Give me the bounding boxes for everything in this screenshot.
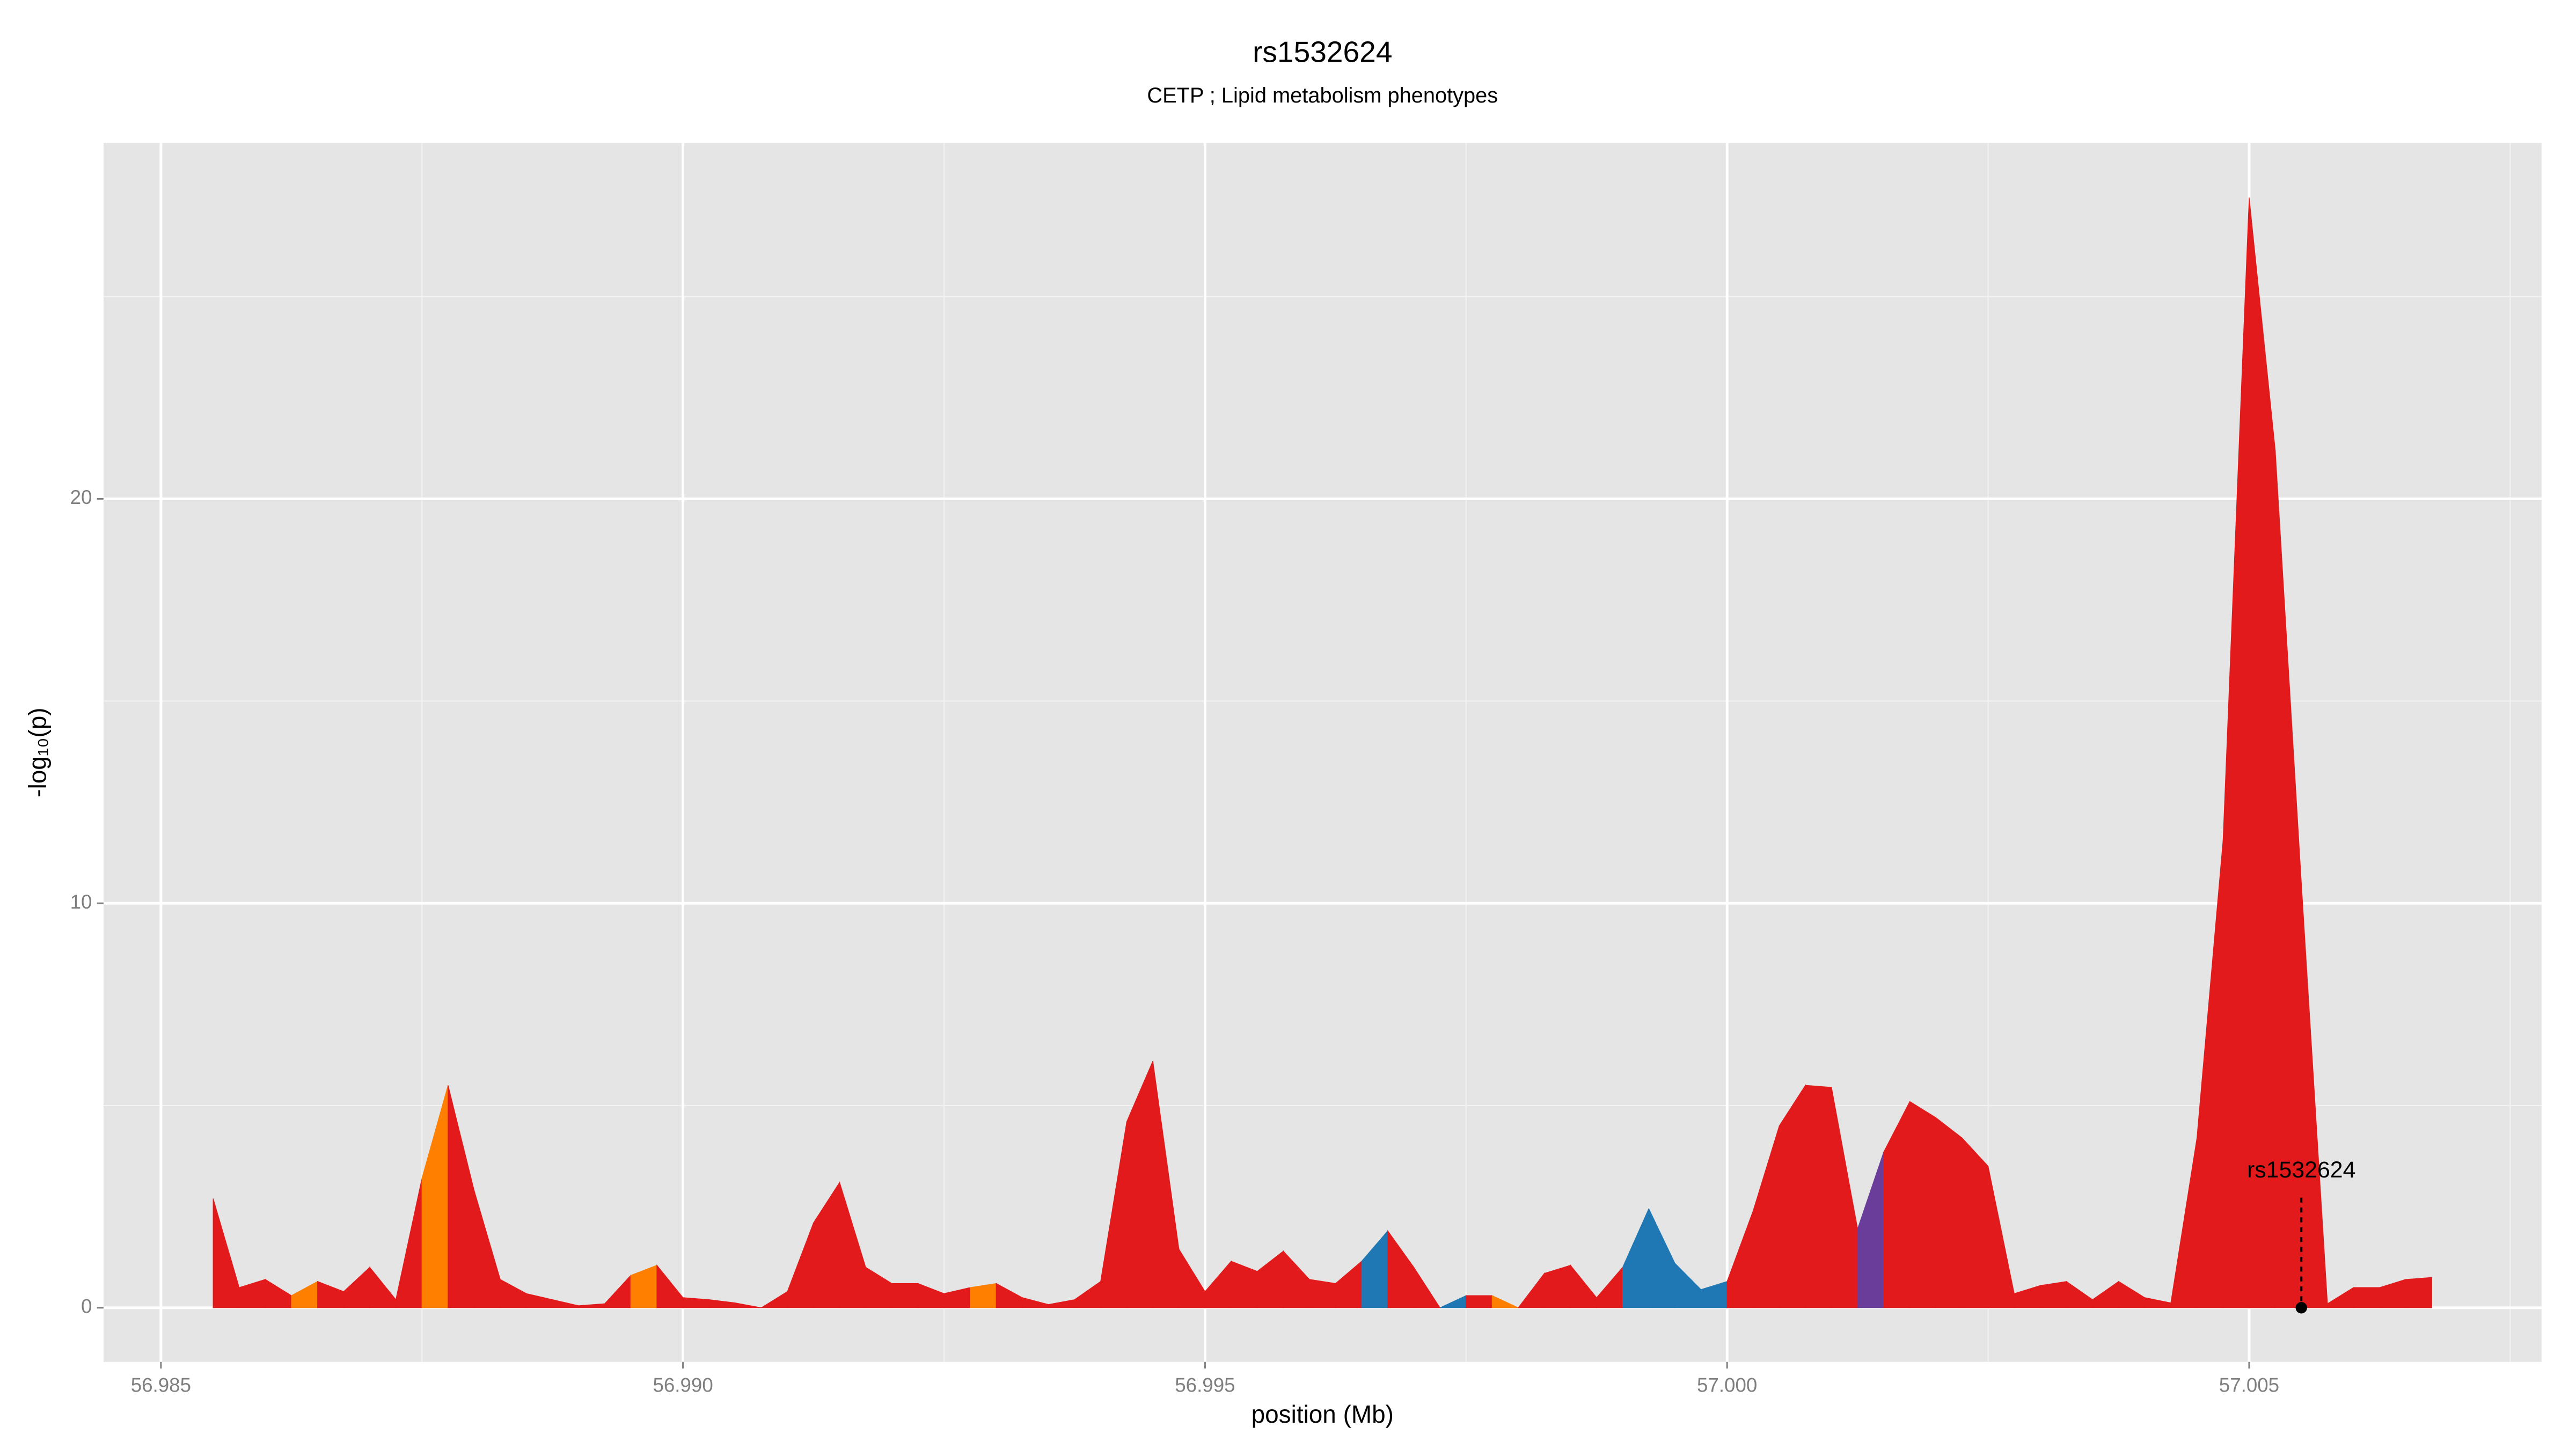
area-segment: [683, 1297, 709, 1308]
area-segment: [1805, 1085, 1832, 1308]
area-segment: [1962, 1137, 1989, 1308]
area-segment: [2405, 1277, 2433, 1308]
area-segment: [1491, 1295, 1519, 1308]
y-axis-label: -log₁₀(p): [24, 707, 52, 797]
area-segment: [2040, 1281, 2067, 1308]
chart-subtitle: CETP ; Lipid metabolism phenotypes: [1147, 84, 1498, 107]
area-segment: [735, 1302, 762, 1308]
area-segment: [1309, 1279, 1336, 1308]
x-tick-label: 56.990: [653, 1374, 713, 1396]
x-axis-label: position (Mb): [1252, 1400, 1394, 1428]
annotation-point: [2295, 1302, 2307, 1314]
y-tick-label: 10: [70, 891, 92, 913]
y-tick-label: 20: [70, 486, 92, 508]
x-tick-label: 57.005: [2219, 1374, 2279, 1396]
x-tick-label: 56.995: [1175, 1374, 1235, 1396]
area-segment: [1935, 1117, 1963, 1308]
area-segment: [970, 1283, 997, 1308]
area-segment: [1909, 1101, 1936, 1308]
area-segment: [891, 1283, 918, 1308]
plot-background: [103, 143, 2542, 1362]
area-segment: [1466, 1295, 1493, 1308]
chart-title: rs1532624: [1253, 35, 1392, 69]
x-tick-label: 57.000: [1697, 1374, 1757, 1396]
area-segment: [1413, 1266, 1441, 1308]
annotation-label: rs1532624: [2247, 1157, 2355, 1183]
x-tick-label: 56.985: [131, 1374, 191, 1396]
area-segment: [2353, 1287, 2380, 1308]
y-tick-label: 0: [81, 1295, 92, 1317]
